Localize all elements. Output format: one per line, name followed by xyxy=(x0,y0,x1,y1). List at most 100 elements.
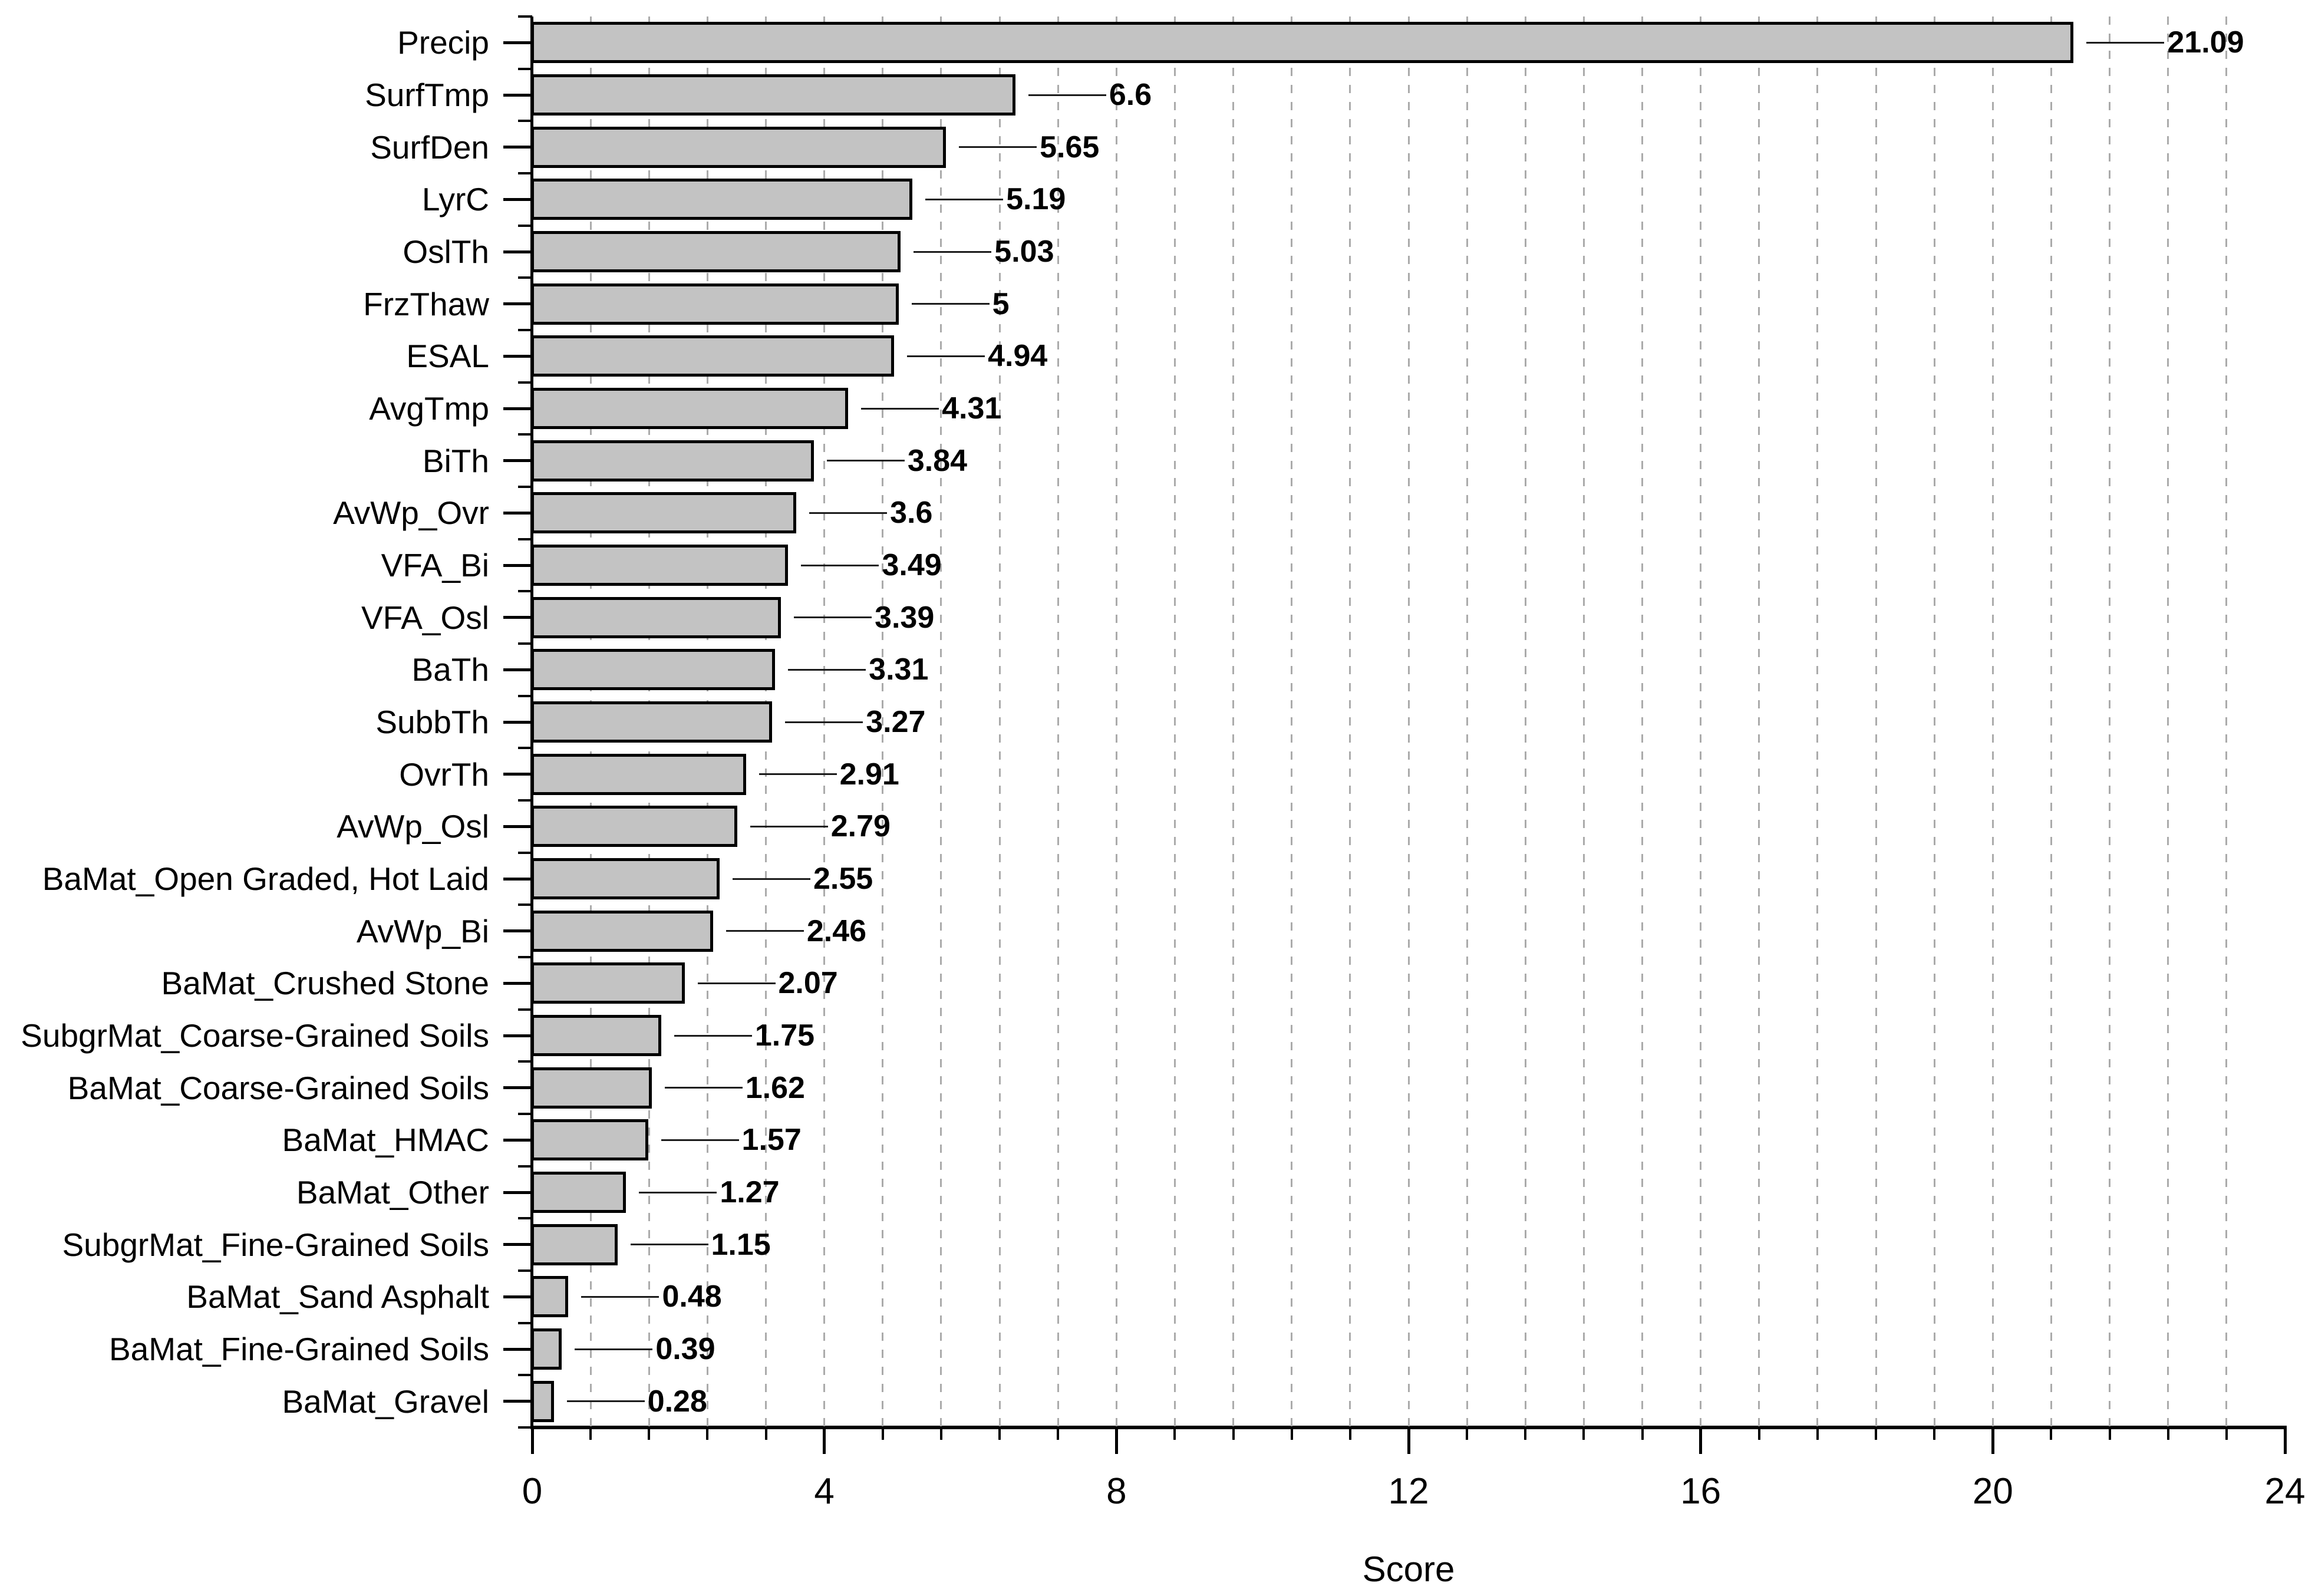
value-leader-line xyxy=(581,1295,659,1298)
bar-avwp-ovr xyxy=(531,492,797,534)
x-major-tick xyxy=(1699,1427,1703,1454)
value-leader-line xyxy=(959,146,1037,149)
gridline xyxy=(1875,17,1877,1427)
y-center-tick xyxy=(503,146,532,149)
bar-avgtmp xyxy=(531,388,849,429)
y-center-tick xyxy=(503,929,532,933)
y-center-tick xyxy=(503,250,532,253)
category-label-lyrc: LyrC xyxy=(421,181,489,218)
y-boundary-tick xyxy=(518,1008,532,1011)
bar-oslth xyxy=(531,231,901,272)
y-center-tick xyxy=(503,981,532,985)
gridline xyxy=(882,17,884,1427)
category-label-surfden: SurfDen xyxy=(370,128,489,166)
gridline xyxy=(1700,17,1702,1427)
gridline xyxy=(1349,17,1351,1427)
value-leader-line xyxy=(809,512,888,514)
value-leader-line xyxy=(801,564,879,566)
x-minor-tick xyxy=(648,1427,651,1440)
value-label-bith: 3.84 xyxy=(907,443,968,478)
x-tick-label: 8 xyxy=(1106,1471,1127,1512)
y-boundary-tick xyxy=(518,590,532,593)
y-center-tick xyxy=(503,1191,532,1194)
x-major-tick xyxy=(1114,1427,1118,1454)
y-boundary-tick xyxy=(518,1426,532,1429)
x-minor-tick xyxy=(2225,1427,2228,1440)
bar-bamat-open-graded-hot-laid xyxy=(531,858,720,899)
x-minor-tick xyxy=(1466,1427,1469,1440)
value-leader-line xyxy=(639,1191,717,1193)
value-label-oslth: 5.03 xyxy=(994,235,1054,269)
bar-lyrc xyxy=(531,179,913,220)
y-center-tick xyxy=(503,354,532,358)
category-label-vfa-bi: VFA_Bi xyxy=(381,546,489,583)
value-leader-line xyxy=(566,1400,645,1403)
gridline xyxy=(940,17,942,1427)
x-minor-tick xyxy=(2166,1427,2169,1440)
value-label-vfa-bi: 3.49 xyxy=(882,548,942,582)
bar-subgrmat-fine-grained-soils xyxy=(531,1224,618,1265)
bar-bamat-fine-grained-soils xyxy=(531,1328,562,1370)
category-label-bamat-hmac: BaMat_HMAC xyxy=(282,1122,489,1159)
category-label-bath: BaTh xyxy=(411,651,489,688)
gridline xyxy=(1816,17,1819,1427)
y-center-tick xyxy=(503,41,532,44)
category-label-bith: BiTh xyxy=(422,442,489,479)
category-label-bamat-open-graded-hot-laid: BaMat_Open Graded, Hot Laid xyxy=(42,860,489,897)
x-minor-tick xyxy=(2108,1427,2111,1440)
value-label-avwp-ovr: 3.6 xyxy=(890,496,933,530)
y-center-tick xyxy=(503,616,532,619)
y-boundary-tick xyxy=(518,1217,532,1220)
x-minor-tick xyxy=(1232,1427,1235,1440)
x-minor-tick xyxy=(939,1427,942,1440)
gridline xyxy=(2109,17,2111,1427)
x-major-tick xyxy=(530,1427,534,1454)
y-boundary-tick xyxy=(518,381,532,384)
bar-frzthaw xyxy=(531,283,899,325)
y-center-tick xyxy=(503,720,532,724)
y-boundary-tick xyxy=(518,1060,532,1063)
category-label-avwp-ovr: AvWp_Ovr xyxy=(333,494,489,532)
value-label-avgtmp: 4.31 xyxy=(942,391,1002,426)
value-leader-line xyxy=(661,1139,739,1141)
x-minor-tick xyxy=(1057,1427,1060,1440)
y-center-tick xyxy=(503,773,532,776)
y-boundary-tick xyxy=(518,1321,532,1324)
value-leader-line xyxy=(785,721,863,723)
x-minor-tick xyxy=(881,1427,884,1440)
bar-esal xyxy=(531,335,895,377)
value-leader-line xyxy=(575,1348,653,1350)
category-label-ovrth: OvrTh xyxy=(399,756,489,793)
category-label-oslth: OslTh xyxy=(403,233,489,270)
value-leader-line xyxy=(911,303,990,305)
y-boundary-tick xyxy=(518,799,532,802)
value-leader-line xyxy=(759,773,837,776)
value-leader-line xyxy=(914,250,992,253)
y-center-tick xyxy=(503,459,532,463)
x-minor-tick xyxy=(1290,1427,1293,1440)
gridline xyxy=(1173,17,1176,1427)
category-label-bamat-fine-grained-soils: BaMat_Fine-Grained Soils xyxy=(108,1330,489,1367)
bar-subgrmat-coarse-grained-soils xyxy=(531,1015,661,1056)
x-tick-label: 16 xyxy=(1680,1471,1722,1512)
bar-avwp-bi xyxy=(531,910,713,952)
value-leader-line xyxy=(697,982,776,984)
value-leader-line xyxy=(1028,94,1106,96)
value-label-esal: 4.94 xyxy=(988,339,1048,374)
bar-bath xyxy=(531,649,776,691)
value-leader-line xyxy=(726,930,804,932)
y-center-tick xyxy=(503,1086,532,1090)
value-label-bamat-hmac: 1.57 xyxy=(741,1123,802,1158)
y-center-tick xyxy=(503,197,532,201)
y-center-tick xyxy=(503,563,532,567)
gridline xyxy=(1641,17,1644,1427)
x-tick-label: 12 xyxy=(1388,1471,1429,1512)
bar-ovrth xyxy=(531,753,746,795)
value-label-bamat-open-graded-hot-laid: 2.55 xyxy=(813,862,873,896)
category-label-surftmp: SurfTmp xyxy=(365,76,489,113)
y-boundary-tick xyxy=(518,15,532,18)
gridline xyxy=(998,17,1001,1427)
category-label-esal: ESAL xyxy=(406,338,489,375)
y-boundary-tick xyxy=(518,1374,532,1377)
